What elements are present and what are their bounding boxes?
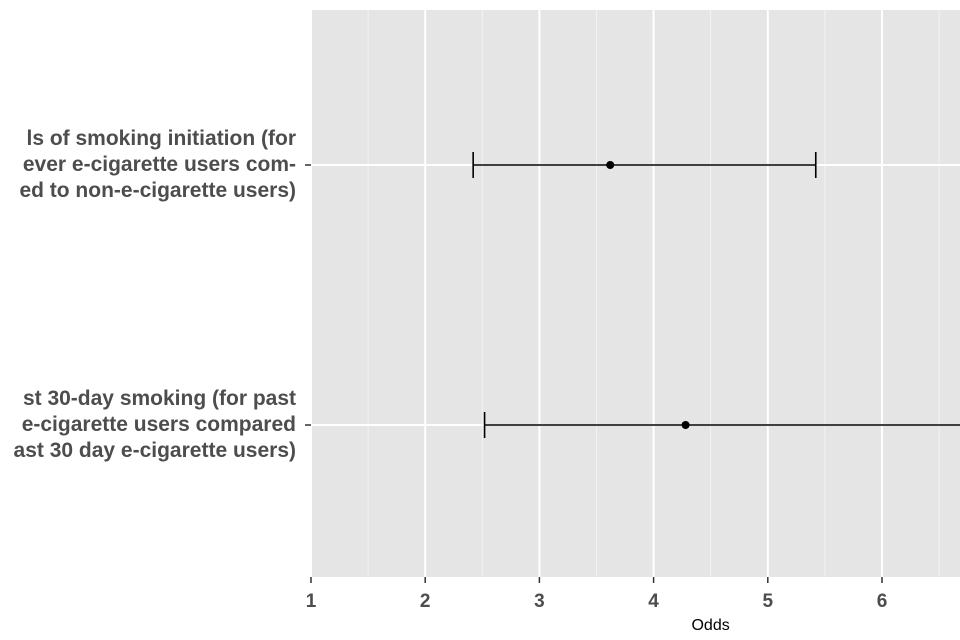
x-axis: 1 2 3 4 5 6 <box>306 577 888 612</box>
x-tick-label: 3 <box>534 591 545 612</box>
y-category-label-line: ever e-cigarette users com- <box>22 153 296 176</box>
y-category-label: st 30-day smoking (for past e-cigarette u… <box>0 386 296 464</box>
y-category-label-line: e-cigarette users compared <box>21 413 296 436</box>
y-category-label-line: ed to non-e-cigarette users) <box>19 179 296 202</box>
y-category-label-line: ast 30 day e-cigarette users) <box>13 439 296 462</box>
x-axis-title: Odds <box>691 617 729 634</box>
point-estimate <box>681 421 690 429</box>
x-tick-label: 1 <box>306 591 317 612</box>
y-category-label-line: st 30-day smoking (for past <box>22 387 296 410</box>
y-category-label: ls of smoking initiation (for ever e-ciga… <box>0 126 296 204</box>
y-category-label-line: ls of smoking initiation (for <box>26 127 297 150</box>
minor-gridlines <box>367 10 940 577</box>
x-tick-label: 4 <box>648 591 659 612</box>
x-tick-label: 2 <box>420 591 431 612</box>
x-tick-label: 5 <box>763 591 774 612</box>
x-tick-label: 6 <box>877 591 888 612</box>
point-estimate <box>606 161 615 169</box>
y-axis <box>305 164 311 426</box>
plot-panel <box>311 10 960 577</box>
error-bars <box>472 152 960 438</box>
